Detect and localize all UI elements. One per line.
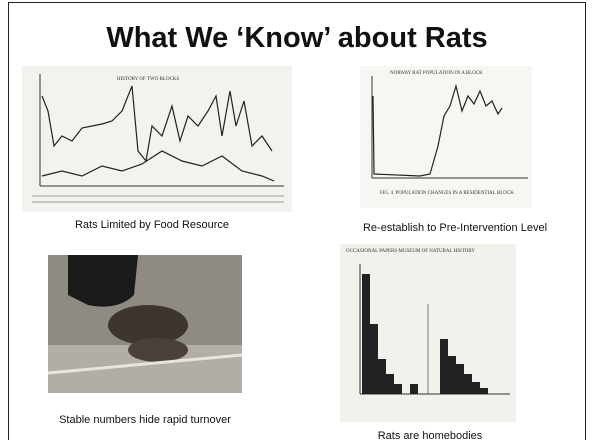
scanned-chart: HISTORY OF TWO BLOCKS xyxy=(22,66,292,212)
scanned-chart: NORWAY RAT POPULATION IN A BLOCK FIG. 4.… xyxy=(360,66,532,208)
caption: Rats Limited by Food Resource xyxy=(75,219,229,231)
photo xyxy=(48,255,242,393)
image-text: NORWAY RAT POPULATION IN A BLOCK xyxy=(390,71,483,76)
caption: Rats are homebodies xyxy=(378,430,483,442)
image-text: OCCASIONAL PAPERS MUSEUM OF NATURAL HIST… xyxy=(346,249,475,254)
scanned-chart: OCCASIONAL PAPERS MUSEUM OF NATURAL HIST… xyxy=(340,244,516,422)
figure-caption: FIG. 4. POPULATION CHANGES IN A RESIDENT… xyxy=(380,191,514,196)
slide: What We ‘Know’ about Rats HISTORY OF TWO… xyxy=(0,0,594,444)
caption: Stable numbers hide rapid turnover xyxy=(59,414,231,426)
slide-title: What We ‘Know’ about Rats xyxy=(0,22,594,55)
caption: Re-establish to Pre-Intervention Level xyxy=(363,222,547,234)
image-text: HISTORY OF TWO BLOCKS xyxy=(117,77,179,82)
